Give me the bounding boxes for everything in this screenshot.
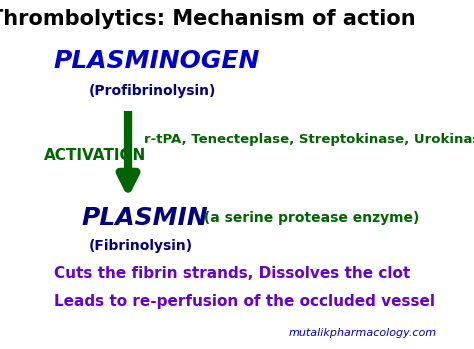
- Text: mutalikpharmacology.com: mutalikpharmacology.com: [289, 328, 437, 338]
- Text: PLASMIN: PLASMIN: [82, 206, 208, 230]
- Text: Thrombolytics: Mechanism of action: Thrombolytics: Mechanism of action: [0, 9, 416, 29]
- Text: Cuts the fibrin strands, Dissolves the clot: Cuts the fibrin strands, Dissolves the c…: [54, 267, 410, 281]
- Text: Leads to re-perfusion of the occluded vessel: Leads to re-perfusion of the occluded ve…: [54, 295, 435, 309]
- Text: ACTIVATION: ACTIVATION: [44, 148, 146, 163]
- Text: r-tPA, Tenecteplase, Streptokinase, Urokinase: r-tPA, Tenecteplase, Streptokinase, Urok…: [144, 133, 474, 146]
- Text: (Profibrinolysin): (Profibrinolysin): [88, 84, 216, 98]
- Text: (Fibrinolysin): (Fibrinolysin): [88, 239, 192, 253]
- Text: PLASMINOGEN: PLASMINOGEN: [54, 49, 260, 73]
- Text: (a serine protease enzyme): (a serine protease enzyme): [199, 211, 419, 225]
- FancyBboxPatch shape: [30, 0, 375, 42]
